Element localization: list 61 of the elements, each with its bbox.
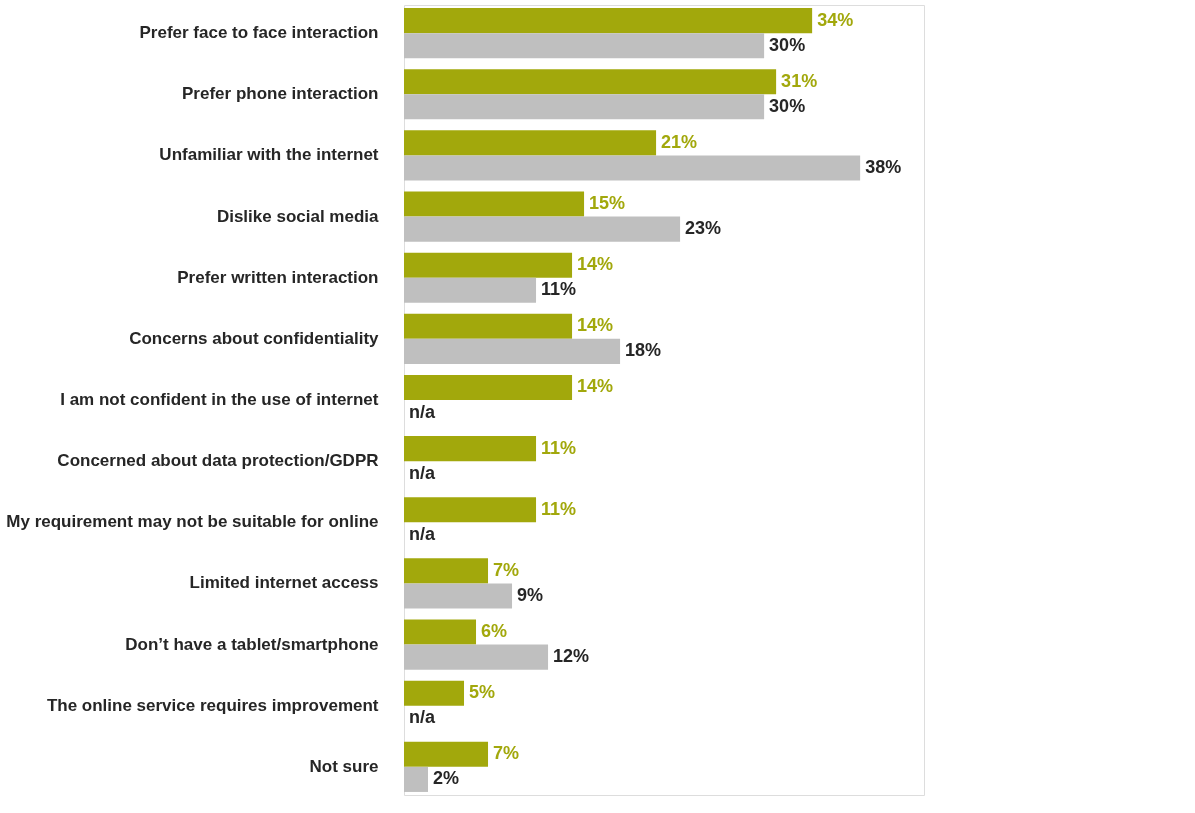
data-label: 30%: [769, 34, 806, 55]
data-label: 38%: [865, 156, 902, 177]
text: n/a: [409, 707, 436, 728]
bar: [404, 69, 777, 95]
data-label: 34%: [817, 9, 854, 30]
text: n/a: [409, 523, 436, 544]
data-label: 11%: [541, 437, 577, 458]
data-label: 5%: [469, 682, 496, 703]
bar: [404, 94, 765, 120]
bar: [404, 680, 465, 706]
data-label: 23%: [685, 218, 722, 239]
data-label: 7%: [493, 559, 520, 580]
bar: [404, 216, 681, 242]
data-label: 2%: [433, 768, 460, 789]
y-tick-label: Concerns about confidentiality: [129, 328, 380, 348]
data-label: 6%: [481, 621, 508, 642]
y-tick-label: Prefer phone interaction: [182, 84, 379, 104]
bar: [404, 644, 549, 670]
bar: [404, 191, 585, 217]
data-label: 21%: [661, 131, 698, 152]
bar: [404, 558, 489, 584]
bar: [404, 8, 813, 34]
data-label: 14%: [577, 315, 614, 336]
data-label: 18%: [625, 340, 662, 361]
bar: [404, 130, 657, 156]
bar: [404, 374, 573, 400]
data-label: 11%: [541, 498, 577, 519]
y-tick-label: Prefer face to face interaction: [139, 23, 379, 43]
bar: [404, 436, 537, 462]
y-tick-label: Unfamiliar with the internet: [159, 145, 379, 165]
text: n/a: [409, 401, 436, 422]
text: n/a: [409, 462, 436, 483]
y-tick-label: My requirement may not be suitable for online: [6, 512, 379, 532]
bar: [404, 313, 573, 339]
bar: [404, 338, 621, 364]
bar: [404, 33, 765, 59]
y-tick-label: Concerned about data protection/GDPR: [57, 451, 379, 471]
bar: [404, 252, 573, 278]
data-label: 9%: [517, 584, 544, 605]
bar: [404, 619, 477, 645]
y-tick-label: Don’t have a tablet/smartphone: [125, 634, 379, 654]
y-tick-label: Dislike social media: [216, 206, 380, 226]
data-label: 15%: [589, 193, 626, 214]
data-label: 14%: [577, 376, 614, 397]
y-tick-label: Not sure: [309, 756, 379, 776]
bar: [404, 497, 537, 523]
data-label: 14%: [577, 254, 614, 275]
bar: [404, 155, 861, 181]
bar: [404, 741, 489, 767]
y-tick-label: Prefer written interaction: [177, 267, 379, 287]
data-label: 12%: [553, 646, 590, 667]
y-tick-label: Limited internet access: [189, 573, 379, 593]
data-label: 11%: [541, 279, 577, 300]
bar: [404, 277, 537, 303]
bar: [404, 766, 429, 792]
y-tick-label: The online service requires improvement: [46, 695, 379, 715]
data-label: 30%: [769, 95, 806, 116]
data-label: 7%: [493, 743, 520, 764]
bar: [404, 583, 513, 609]
y-tick-label: I am not confident in the use of internet: [60, 390, 379, 409]
data-label: 31%: [781, 70, 818, 91]
